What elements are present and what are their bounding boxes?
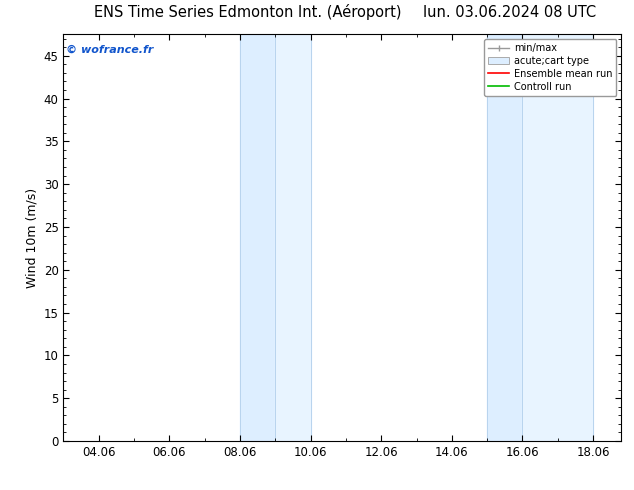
Bar [240, 34, 275, 441]
Bar [522, 34, 593, 441]
Bar [275, 34, 311, 441]
Text: lun. 03.06.2024 08 UTC: lun. 03.06.2024 08 UTC [423, 5, 597, 20]
Legend: min/max, acute;cart type, Ensemble mean run, Controll run: min/max, acute;cart type, Ensemble mean … [484, 39, 616, 96]
Text: © wofrance.fr: © wofrance.fr [66, 45, 153, 54]
Y-axis label: Wind 10m (m/s): Wind 10m (m/s) [25, 188, 38, 288]
Bar [487, 34, 522, 441]
Text: ENS Time Series Edmonton Int. (Aéroport): ENS Time Series Edmonton Int. (Aéroport) [94, 4, 401, 20]
